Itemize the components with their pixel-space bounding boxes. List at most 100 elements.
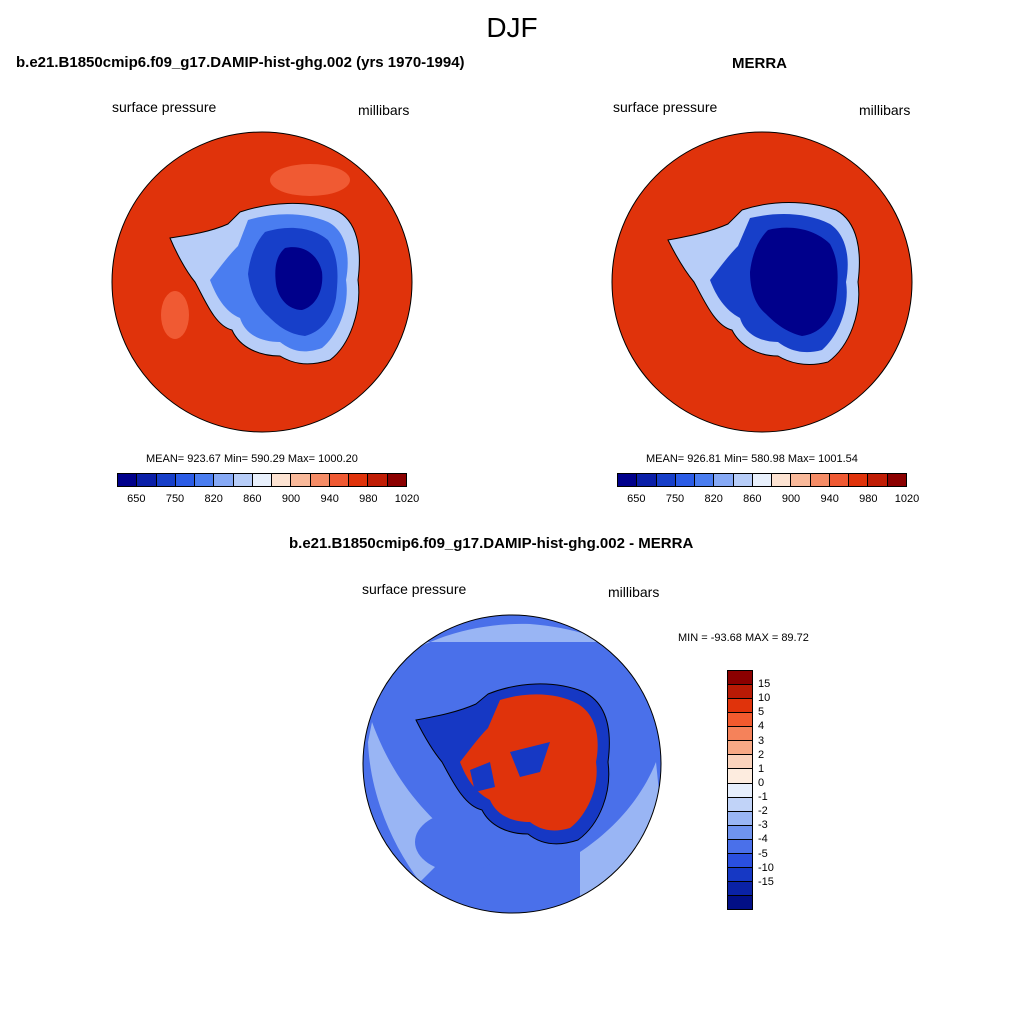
- colorbar-swatch: [849, 474, 869, 486]
- map-border: [111, 131, 413, 433]
- colorbar-tick-label: 750: [165, 493, 185, 505]
- panel-2-statistics: MEAN= 926.81 Min= 580.98 Max= 1001.54: [646, 453, 858, 465]
- panel-1-colorbar-ticks: 650 750 820 860 900 940 980 1020: [117, 493, 419, 509]
- colorbar-tick-label: 750: [665, 493, 685, 505]
- panel-2-colorbar-ticks: 650 750 820 860 900 940 980 1020: [617, 493, 919, 509]
- panel-3-min-max: MIN = -93.68 MAX = 89.72: [678, 632, 809, 644]
- panel-1-units-label: millibars: [358, 102, 410, 118]
- figure-title: DJF: [486, 12, 538, 43]
- colorbar-tick-label: 2: [758, 748, 765, 761]
- colorbar-tick-label: -15: [758, 875, 774, 888]
- panel-3-polar-map: [362, 614, 662, 914]
- colorbar-swatch: [728, 896, 752, 910]
- polar-plateau: [750, 227, 838, 336]
- panel-3-variable-label: surface pressure: [362, 581, 467, 597]
- coastline: [667, 202, 860, 365]
- colorbar-tick-label: 650: [627, 493, 646, 505]
- pressure-anomaly-patch: [270, 164, 350, 196]
- colorbar-tick-label: -4: [758, 833, 768, 846]
- colorbar-swatch: [118, 474, 138, 486]
- colorbar-tick-label: 4: [758, 720, 765, 733]
- colorbar-tick-label: 900: [281, 493, 301, 505]
- colorbar-tick-label: 5: [758, 706, 765, 719]
- colorbar-swatch: [772, 474, 792, 486]
- colorbar-tick-label: 650: [127, 493, 146, 505]
- colorbar-swatch: [368, 474, 388, 486]
- colorbar-swatch: [810, 474, 830, 486]
- colorbar-swatch: [728, 867, 752, 882]
- colorbar-swatch: [728, 797, 752, 812]
- panel-1-variable-label: surface pressure: [112, 99, 217, 115]
- panel-3-units-label: millibars: [608, 584, 660, 600]
- panel-3-title: b.e21.B1850cmip6.f09_g17.DAMIP-hist-ghg.…: [289, 535, 694, 552]
- colorbar-tick-label: 1: [758, 762, 765, 775]
- land-difference-patch: [510, 742, 550, 777]
- map-border: [362, 614, 662, 914]
- colorbar-tick-label: -5: [758, 847, 768, 860]
- colorbar-tick-label: -3: [758, 819, 768, 832]
- ocean-difference-band: [370, 623, 650, 682]
- colorbar-swatch: [233, 474, 253, 486]
- panel-2-title: MERRA: [732, 55, 787, 72]
- colorbar-swatch: [728, 685, 752, 700]
- colorbar-tick-label: 940: [820, 493, 839, 505]
- colorbar-swatch: [252, 474, 273, 486]
- colorbar-swatch: [829, 474, 850, 486]
- panel-2-polar-map: [611, 131, 913, 433]
- colorbar-swatch: [728, 769, 752, 784]
- colorbar-tick-label: 0: [758, 776, 765, 789]
- panel-2-colorbar: [617, 473, 907, 487]
- colorbar-swatch: [728, 713, 752, 728]
- colorbar-swatch: [387, 474, 406, 486]
- colorbar-tick-label: 980: [359, 493, 378, 505]
- panel-1-colorbar: [117, 473, 407, 487]
- colorbar-swatch: [728, 741, 752, 756]
- colorbar-swatch: [728, 755, 752, 770]
- colorbar-swatch: [728, 783, 752, 798]
- colorbar-tick-label: 15: [758, 678, 771, 691]
- colorbar-swatch: [887, 474, 906, 486]
- colorbar-swatch: [329, 474, 350, 486]
- colorbar-swatch: [728, 853, 752, 868]
- colorbar-swatch: [272, 474, 292, 486]
- panel-3-colorbar: [727, 670, 753, 910]
- polar-plateau: [275, 247, 323, 310]
- colorbar-swatch: [349, 474, 369, 486]
- colorbar-tick-label: 900: [781, 493, 801, 505]
- colorbar-swatch: [291, 474, 311, 486]
- coastline: [169, 203, 360, 365]
- colorbar-swatch: [728, 699, 752, 714]
- colorbar-tick-label: -2: [758, 805, 768, 818]
- colorbar-tick-label: 10: [758, 692, 771, 705]
- colorbar-tick-label: -10: [758, 861, 774, 874]
- colorbar-swatch: [728, 671, 752, 686]
- colorbar-tick-label: 860: [243, 493, 262, 505]
- panel-2-variable-label: surface pressure: [613, 99, 718, 115]
- colorbar-swatch: [868, 474, 888, 486]
- colorbar-tick-label: 860: [743, 493, 762, 505]
- colorbar-swatch: [752, 474, 773, 486]
- colorbar-swatch: [733, 474, 753, 486]
- colorbar-swatch: [728, 881, 752, 896]
- colorbar-tick-label: -1: [758, 791, 768, 804]
- panel-3-colorbar-ticks: 15 10 5 4 3 2 1 0 -1 -2 -3 -4 -5 -10 -15: [758, 670, 798, 910]
- colorbar-tick-label: 980: [859, 493, 878, 505]
- colorbar-tick-label: 940: [320, 493, 339, 505]
- colorbar-swatch: [728, 811, 752, 826]
- colorbar-swatch: [214, 474, 234, 486]
- ocean-difference-patch: [415, 812, 505, 872]
- colorbar-swatch: [791, 474, 811, 486]
- coastline: [415, 683, 610, 845]
- colorbar-swatch: [728, 727, 752, 742]
- colorbar-swatch: [156, 474, 176, 486]
- colorbar-tick-label: 820: [704, 493, 723, 505]
- panel-1-polar-map: [111, 131, 413, 433]
- colorbar-swatch: [195, 474, 215, 486]
- colorbar-tick-label: 3: [758, 734, 765, 747]
- colorbar-swatch: [175, 474, 196, 486]
- colorbar-swatch: [310, 474, 330, 486]
- map-border: [611, 131, 913, 433]
- colorbar-swatch: [137, 474, 157, 486]
- colorbar-swatch: [695, 474, 715, 486]
- colorbar-swatch: [675, 474, 696, 486]
